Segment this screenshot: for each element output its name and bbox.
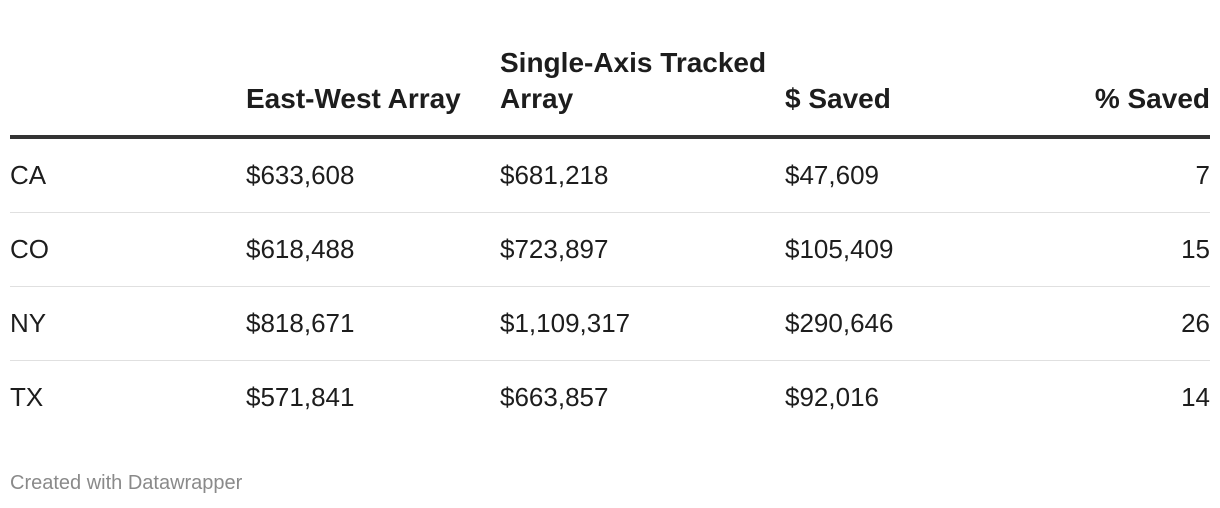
cell-dollars-saved: $290,646 [785,286,1015,361]
cell-east-west-array: $618,488 [246,212,500,287]
cell-state: CO [10,212,246,287]
cell-single-axis-tracked-array: $723,897 [500,212,785,287]
column-header-single-axis-tracked-array[interactable]: Single-Axis Tracked Array [500,0,785,139]
cell-east-west-array: $633,608 [246,137,500,213]
cell-dollars-saved: $92,016 [785,382,879,412]
cell-east-west-array: $818,671 [246,286,500,361]
column-header-dollars-saved[interactable]: $ Saved [785,0,1015,139]
table-header-row: East-West Array Single-Axis Tracked Arra… [10,0,1210,139]
cell-east-west-array: $571,841 [246,382,355,412]
data-table-container: East-West Array Single-Axis Tracked Arra… [10,0,1210,434]
cell-percent-saved: 26 [1015,286,1210,361]
cell-single-axis-tracked-array: $681,218 [500,137,785,213]
table-row: CA $633,608 $681,218 $47,609 7 [10,137,1210,213]
cell-state: NY [10,286,246,361]
cell-state: CA [10,137,246,213]
cell-percent-saved: 14 [1181,382,1210,412]
table-row: TX $571,841 $663,857 $92,016 14 [10,361,1210,435]
cell-percent-saved: 7 [1015,137,1210,213]
cell-dollars-saved: $105,409 [785,212,1015,287]
cell-dollars-saved: $47,609 [785,137,1015,213]
column-header-state[interactable] [10,0,246,139]
cell-state: TX [10,382,44,412]
table-row: CO $618,488 $723,897 $105,409 15 [10,212,1210,287]
cell-single-axis-tracked-array: $1,109,317 [500,286,785,361]
datawrapper-credit: Created with Datawrapper [10,472,243,494]
cell-single-axis-tracked-array: $663,857 [500,382,609,412]
cell-percent-saved: 15 [1015,212,1210,287]
table-row: NY $818,671 $1,109,317 $290,646 26 [10,286,1210,361]
column-header-east-west-array[interactable]: East-West Array [246,0,500,139]
comparison-table: East-West Array Single-Axis Tracked Arra… [10,0,1210,434]
column-header-percent-saved[interactable]: % Saved [1015,0,1210,139]
